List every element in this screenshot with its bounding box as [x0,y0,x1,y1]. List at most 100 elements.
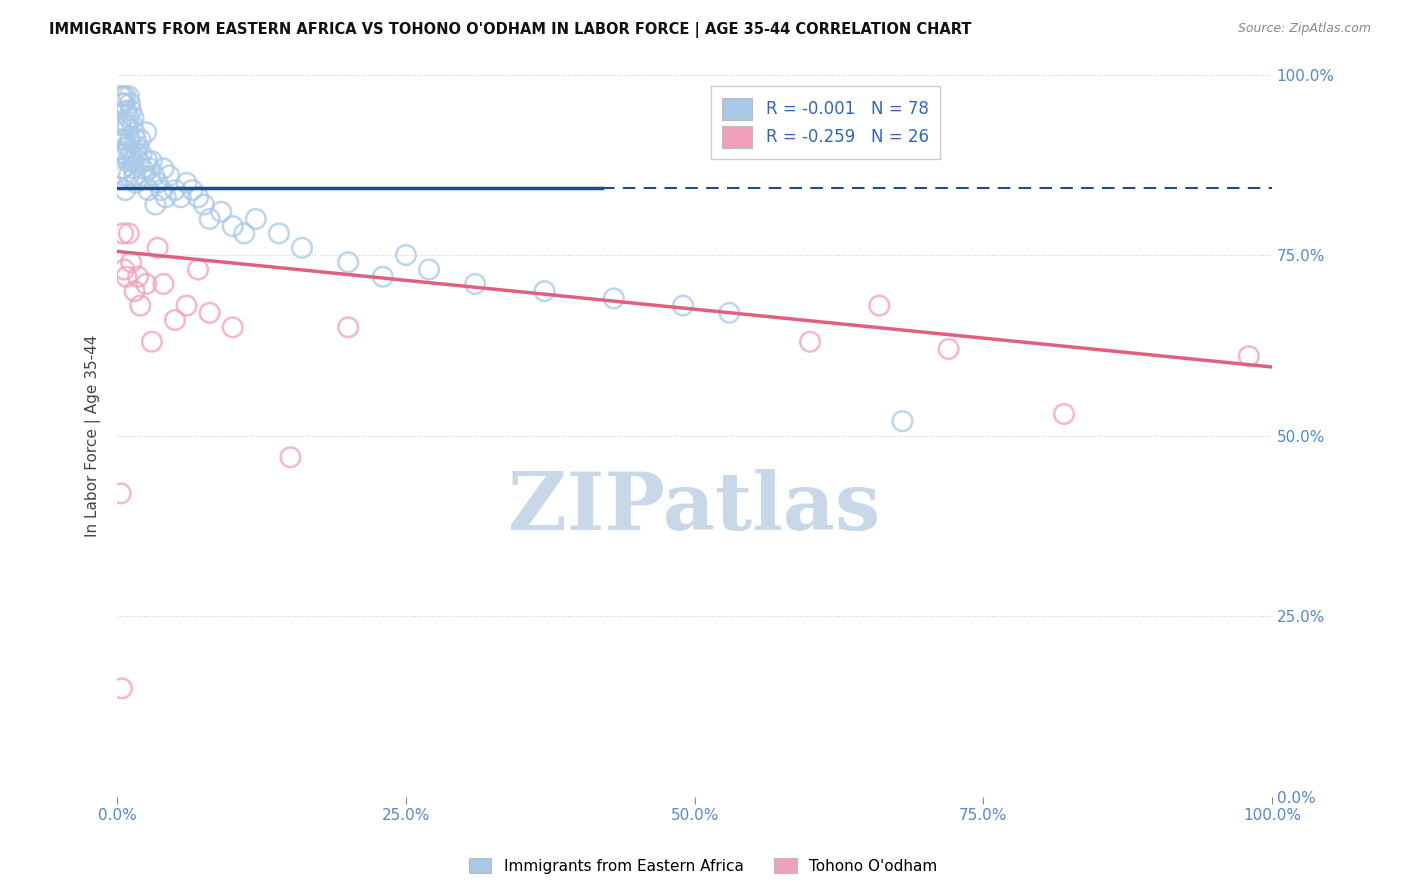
Point [111,96,134,111]
Point [176,299,198,313]
Point [209,204,232,219]
Point [464,277,486,291]
Point [110,89,132,103]
Point [155,190,177,204]
Point [868,299,890,313]
Point [122,111,145,125]
Point [135,125,157,139]
Point [129,132,152,146]
Point [129,299,152,313]
Point [128,154,150,169]
Point [110,118,132,132]
Point [131,147,153,161]
Point [118,96,141,111]
Point [718,306,741,320]
Point [118,111,141,125]
Point [143,169,166,183]
Point [395,248,418,262]
Point [117,118,139,132]
Point [146,241,169,255]
Point [118,132,141,146]
Legend: Immigrants from Eastern Africa, Tohono O'odham: Immigrants from Eastern Africa, Tohono O… [463,852,943,880]
Point [121,118,143,132]
Point [124,125,146,139]
Point [198,211,221,226]
Point [112,227,135,241]
Point [938,342,960,356]
Point [145,197,167,211]
Point [198,306,221,320]
Point [141,154,163,169]
Point [267,227,290,241]
Point [115,103,138,118]
Point [125,147,148,161]
Point [124,284,146,298]
Point [222,219,245,234]
Point [418,262,440,277]
Point [124,169,146,183]
Point [111,161,134,176]
Point [115,140,138,154]
Point [114,89,136,103]
Point [125,132,148,146]
Point [157,169,180,183]
Point [141,334,163,349]
Point [1237,349,1260,363]
Point [136,154,159,169]
Point [891,414,914,428]
Point [114,183,136,197]
Point [118,227,141,241]
Point [176,176,198,190]
Point [114,118,136,132]
Text: Source: ZipAtlas.com: Source: ZipAtlas.com [1237,22,1371,36]
Point [112,262,135,277]
Point [187,190,209,204]
Point [127,269,149,284]
Point [112,125,135,139]
Point [131,161,153,176]
Point [222,320,245,334]
Point [245,211,267,226]
Point [138,183,160,197]
Point [233,227,256,241]
Point [799,334,821,349]
Point [118,169,141,183]
Point [110,147,132,161]
Point [120,103,142,118]
Point [122,161,145,176]
Point [114,147,136,161]
Point [533,284,555,298]
Point [115,269,138,284]
Point [163,313,186,327]
Point [127,140,149,154]
Point [112,96,135,111]
Point [371,269,394,284]
Point [117,154,139,169]
Point [150,183,173,197]
Point [121,154,143,169]
Point [112,132,135,146]
Point [135,277,157,291]
Point [112,169,135,183]
Point [603,292,626,306]
Text: ZIPatlas: ZIPatlas [509,469,880,547]
Point [672,299,695,313]
Point [170,190,193,204]
Point [187,262,209,277]
Point [146,176,169,190]
Point [118,140,141,154]
Point [291,241,314,255]
Point [163,183,186,197]
Point [111,132,134,146]
Point [337,255,360,269]
Text: IMMIGRANTS FROM EASTERN AFRICA VS TOHONO O'ODHAM IN LABOR FORCE | AGE 35-44 CORR: IMMIGRANTS FROM EASTERN AFRICA VS TOHONO… [49,22,972,38]
Point [337,320,360,334]
Y-axis label: In Labor Force | Age 35-44: In Labor Force | Age 35-44 [86,334,101,537]
Point [280,450,302,465]
Point [110,486,132,500]
Point [112,161,135,176]
Point [111,681,134,696]
Point [193,197,215,211]
Point [120,255,142,269]
Point [132,169,155,183]
